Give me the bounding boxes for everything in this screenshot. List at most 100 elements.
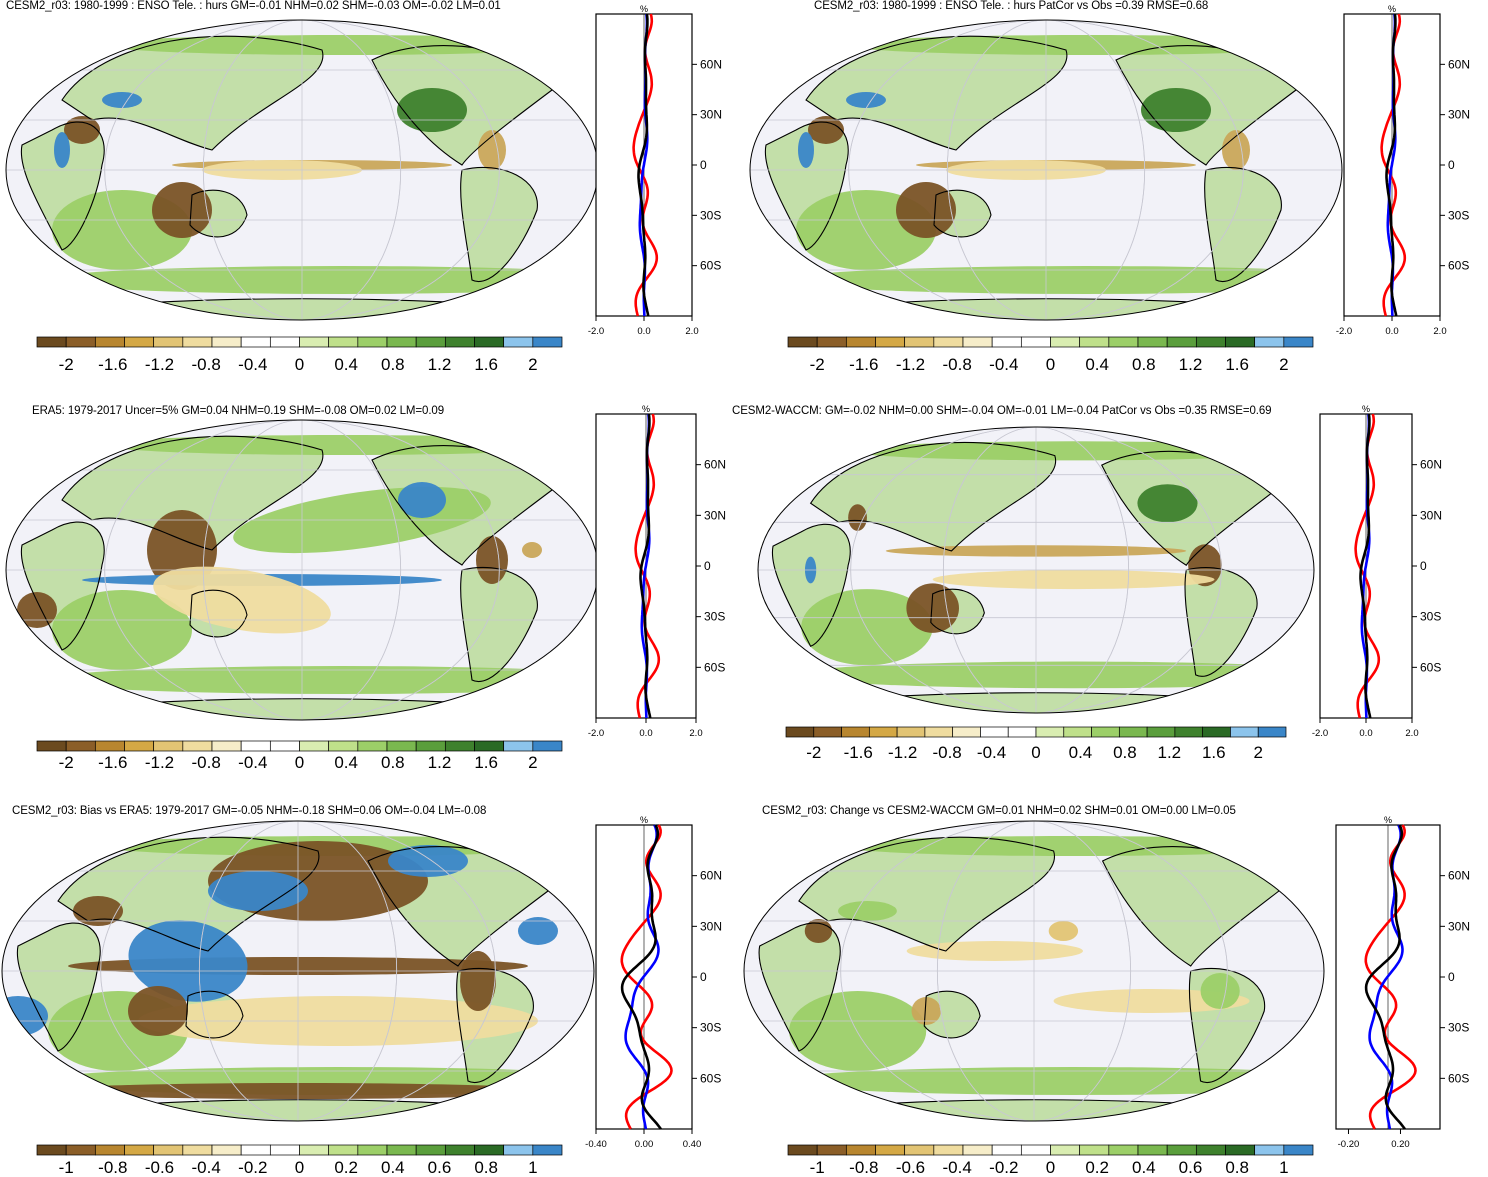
land-antarctica bbox=[52, 298, 562, 320]
colorbar-swatch bbox=[532, 1144, 563, 1156]
profile-lat-label: 0 bbox=[700, 158, 707, 172]
profile-line-red bbox=[634, 413, 661, 719]
colorbar-swatch bbox=[474, 1144, 505, 1156]
colorbar-swatch bbox=[1257, 726, 1287, 738]
coastline-north-america bbox=[371, 445, 553, 566]
colorbar-label: -1.2 bbox=[896, 355, 925, 374]
colorbar-label: 1.6 bbox=[1202, 743, 1226, 762]
colorbar-swatch bbox=[1146, 726, 1176, 738]
coastline-greenland bbox=[497, 827, 551, 863]
colorbar-label: 0.4 bbox=[334, 753, 358, 772]
coastline-africa bbox=[20, 521, 105, 651]
colorbar-swatch bbox=[386, 1144, 417, 1156]
profile-unit: % bbox=[640, 4, 648, 14]
coastline-africa bbox=[758, 922, 841, 1052]
graticule bbox=[744, 821, 1324, 1121]
colorbar-swatch bbox=[1020, 1144, 1051, 1156]
colorbar-swatch bbox=[211, 740, 242, 752]
land-eurasia bbox=[798, 837, 1055, 951]
profile-x-label: -0.40 bbox=[585, 1139, 607, 1150]
zonal-mean-profile: % 60N 30N 0 30S 60S -0.20 0.20 bbox=[1335, 815, 1470, 1150]
coastline-eurasia bbox=[57, 836, 320, 952]
colorbar-label: -0.8 bbox=[849, 1158, 878, 1177]
panel-title: ERA5: 1979-2017 Uncer=5% GM=0.04 NHM=0.1… bbox=[32, 405, 445, 417]
colorbar-swatch bbox=[816, 1144, 847, 1156]
profile-lat-label: 30N bbox=[1448, 108, 1470, 122]
panel-bias-vs-era5: CESM2_r03: Bias vs ERA5: 1979-2017 GM=-0… bbox=[0, 785, 744, 1177]
colorbar-label: 0.8 bbox=[1132, 355, 1156, 374]
colorbar-label: -1.2 bbox=[145, 355, 174, 374]
panel-title: CESM2_r03: Change vs CESM2-WACCM GM=0.01… bbox=[762, 805, 1236, 817]
anomaly-patch bbox=[73, 896, 123, 926]
colorbar-swatch bbox=[36, 1144, 67, 1156]
panel-cesm2-patcor: CESM2_r03: 1980-1999 : ENSO Tele. : hurs… bbox=[744, 0, 1488, 392]
colorbar-label: 0.8 bbox=[381, 753, 405, 772]
colorbar-swatch bbox=[875, 336, 906, 348]
profile-x-label: -2.0 bbox=[1312, 728, 1328, 739]
colorbar-swatch bbox=[299, 740, 330, 752]
profile-lat-label: 60N bbox=[700, 869, 722, 883]
colorbar-swatch bbox=[787, 336, 818, 348]
coastline-south-america bbox=[460, 566, 538, 683]
colorbar-swatch bbox=[962, 1144, 993, 1156]
colorbar-swatch bbox=[269, 336, 300, 348]
colorbar-swatch bbox=[444, 1144, 475, 1156]
colorbar-swatch bbox=[1195, 1144, 1226, 1156]
colorbar-swatch bbox=[211, 1144, 242, 1156]
land-eurasia bbox=[810, 442, 1056, 551]
colorbar-swatch bbox=[36, 336, 67, 348]
land-greenland bbox=[502, 27, 554, 61]
colorbar-swatch bbox=[1137, 1144, 1168, 1156]
colorbar-label: 1.2 bbox=[428, 753, 452, 772]
colorbar-swatch bbox=[904, 1144, 935, 1156]
land-south-america bbox=[460, 567, 538, 682]
anomaly-patch bbox=[808, 116, 844, 144]
anomaly-patch bbox=[522, 542, 542, 558]
colorbar-swatch bbox=[816, 336, 847, 348]
colorbar-swatch bbox=[1202, 726, 1231, 738]
colorbar-swatch bbox=[415, 740, 446, 752]
land-antarctica bbox=[789, 1099, 1289, 1121]
graticule bbox=[6, 20, 598, 320]
colorbar-swatch bbox=[357, 740, 388, 752]
colorbar-swatch bbox=[182, 336, 213, 348]
colorbar-swatch bbox=[240, 740, 271, 752]
colorbar-label: 0.4 bbox=[1085, 355, 1109, 374]
profile-line-red bbox=[632, 13, 659, 317]
colorbar-swatch bbox=[153, 336, 184, 348]
colorbar-swatch bbox=[1174, 726, 1204, 738]
coastline-africa bbox=[764, 121, 849, 251]
coastline-south-america bbox=[456, 967, 534, 1084]
colorbar-swatch bbox=[474, 740, 505, 752]
anomaly-patch bbox=[1137, 484, 1198, 523]
colorbar-swatch bbox=[94, 1144, 125, 1156]
anomaly-patches bbox=[804, 484, 1222, 633]
profile-lat-label: 30S bbox=[700, 208, 721, 222]
coastline-south-america bbox=[1188, 967, 1266, 1084]
colorbar-swatch bbox=[65, 740, 96, 752]
colorbar-swatch bbox=[299, 1144, 330, 1156]
colorbar-swatch bbox=[532, 740, 563, 752]
profile-x-label: 0.40 bbox=[683, 1139, 702, 1150]
profile-lat-label: 30S bbox=[700, 1021, 721, 1035]
colorbar-label: -1.2 bbox=[888, 743, 917, 762]
profile-x-label: 2.0 bbox=[689, 728, 702, 739]
profile-line-black bbox=[1364, 824, 1406, 1130]
coastline-greenland bbox=[501, 26, 555, 62]
profile-line-black bbox=[620, 824, 662, 1130]
colorbar-label: -2 bbox=[810, 355, 825, 374]
colorbar-swatch bbox=[474, 336, 505, 348]
colorbar-swatch bbox=[1035, 726, 1065, 738]
colorbar-swatch bbox=[1225, 1144, 1256, 1156]
coastline-australia bbox=[930, 588, 985, 635]
map-fields bbox=[744, 821, 1324, 1121]
colorbar: -2 -1.6 -1.2 -0.8 -0.4 0 0.4 0.8 1.2 1.6 2 bbox=[787, 336, 1314, 374]
colorbar-label: 0.2 bbox=[1085, 1158, 1109, 1177]
colorbar-swatch bbox=[153, 740, 184, 752]
coastline-north-america bbox=[371, 45, 553, 166]
colorbar-swatch bbox=[1283, 1144, 1314, 1156]
coastline-australia bbox=[189, 189, 248, 238]
anomaly-patch bbox=[17, 592, 57, 628]
colorbar-swatch bbox=[94, 336, 125, 348]
colorbar-label: 0.8 bbox=[381, 355, 405, 374]
